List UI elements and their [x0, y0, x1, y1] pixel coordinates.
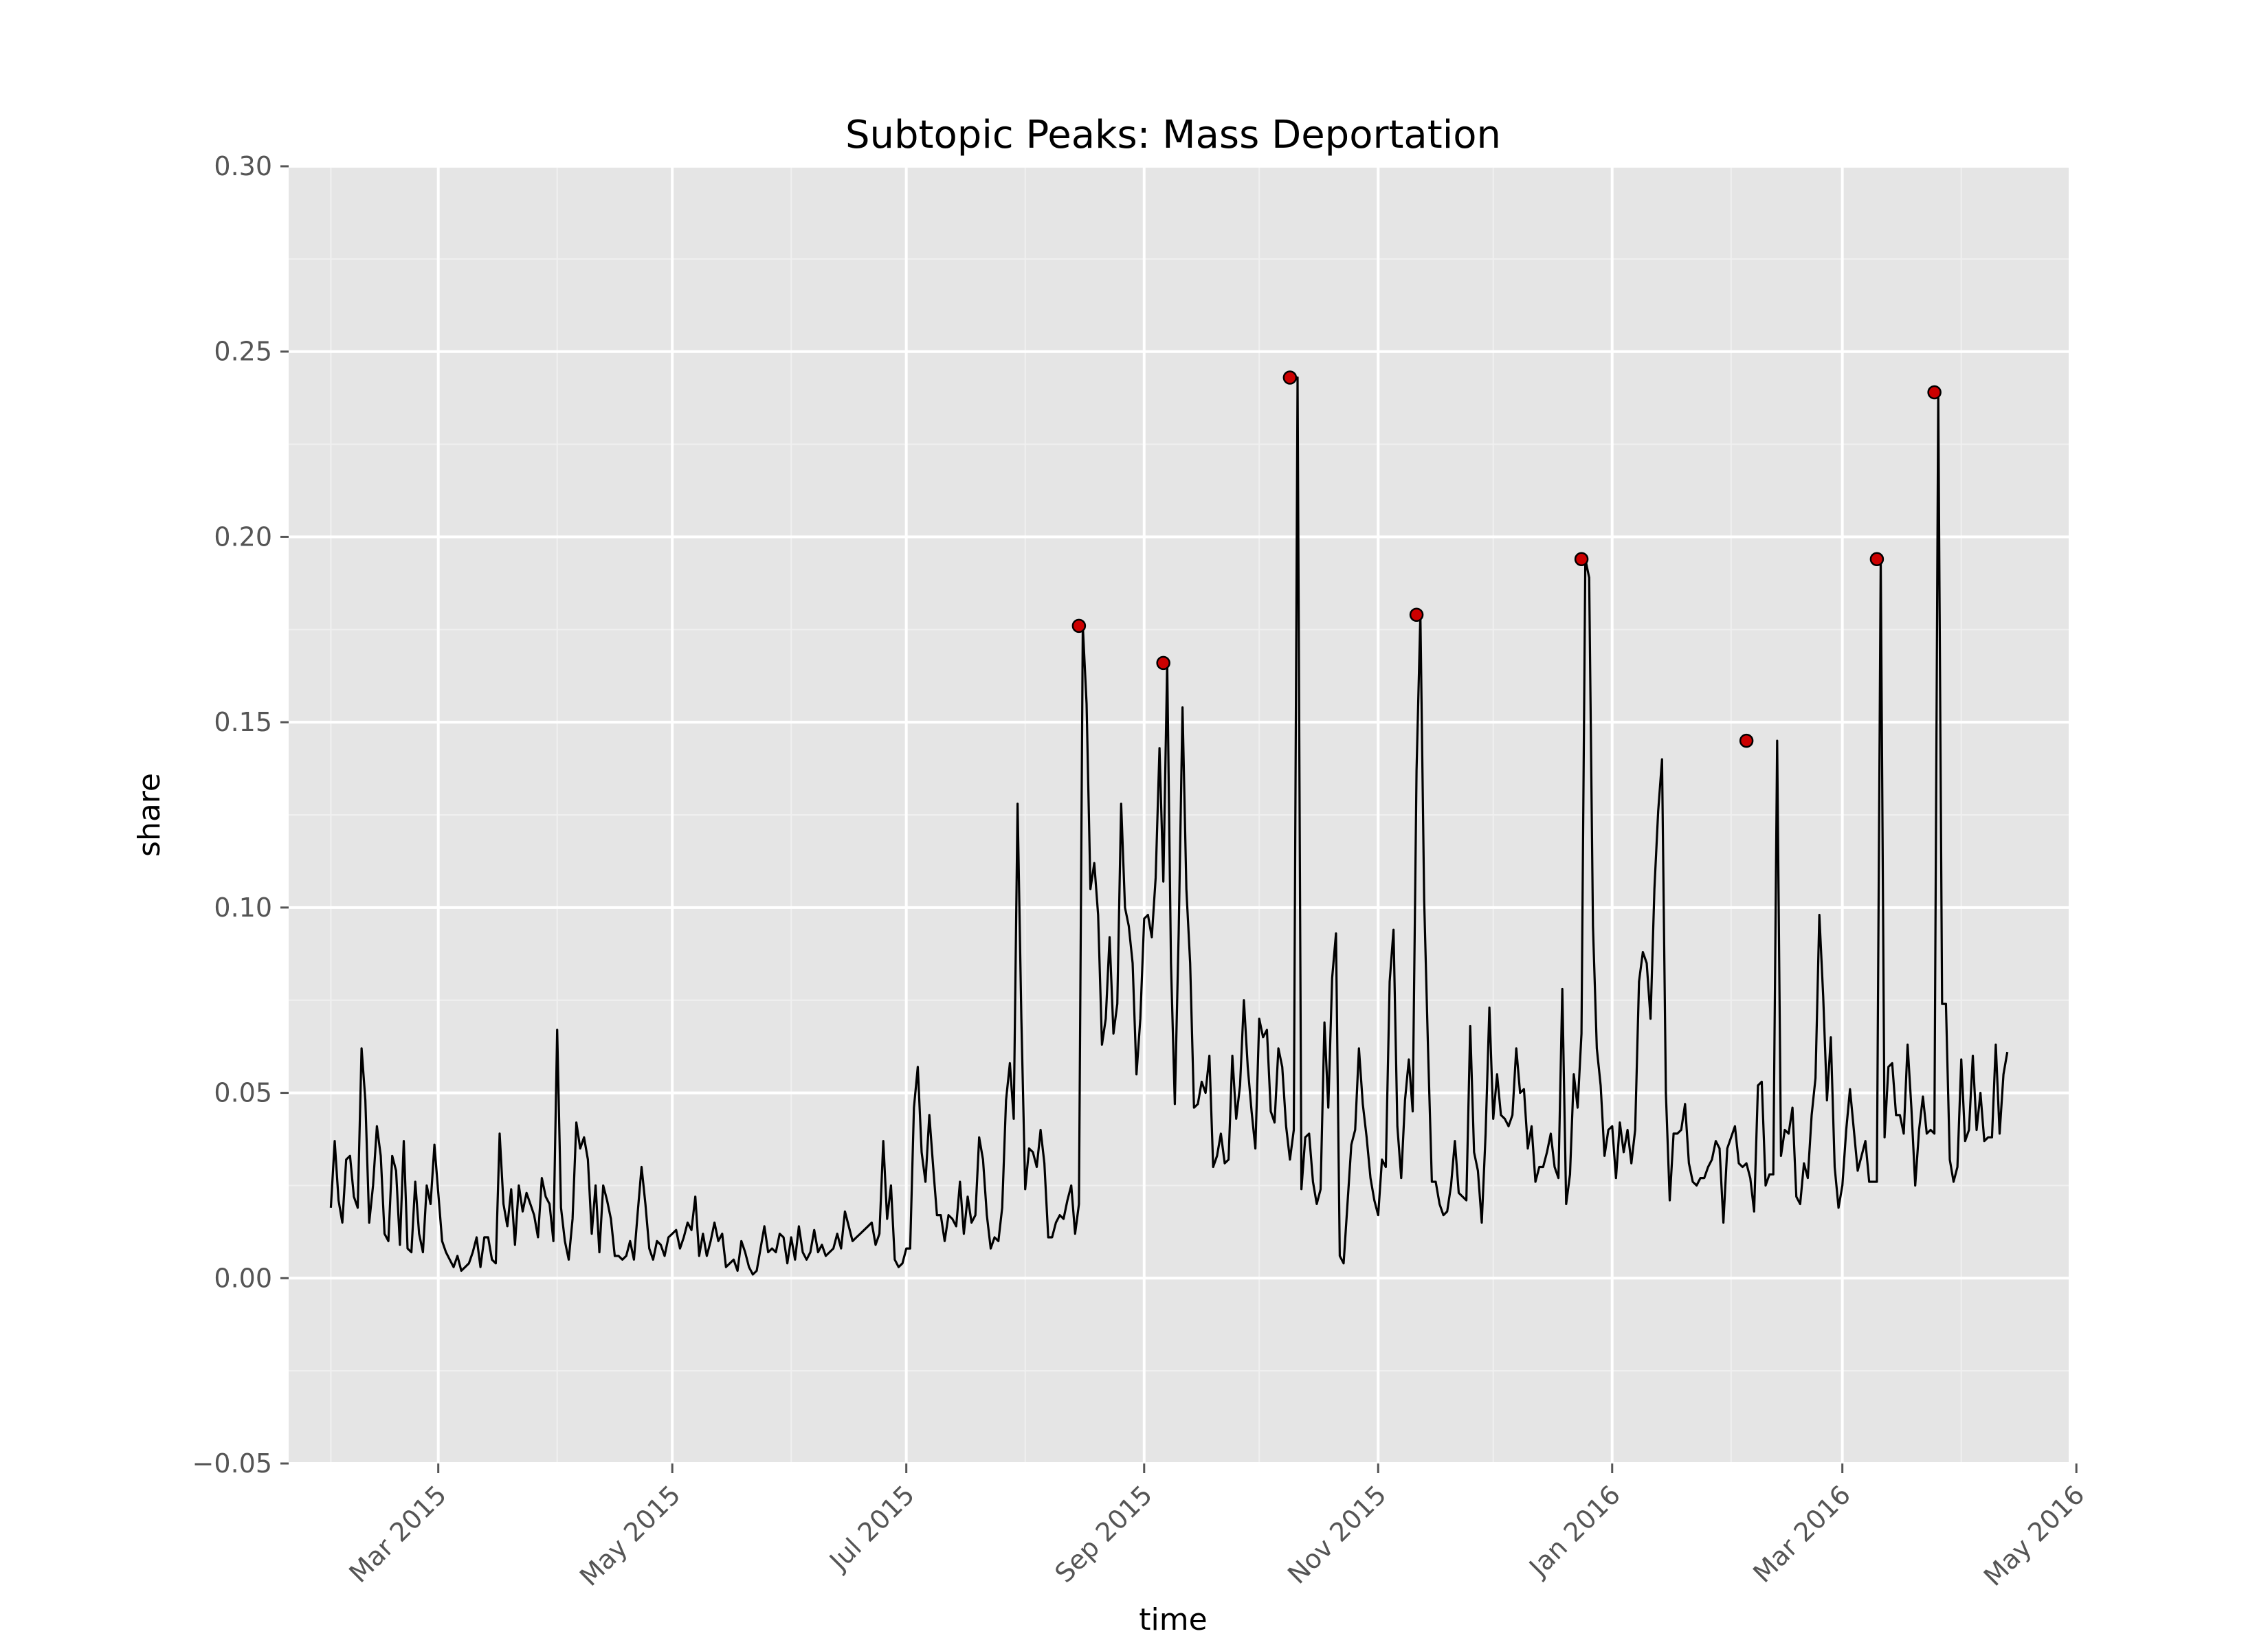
y-tick-label: 0.25 — [214, 337, 272, 367]
x-tick-label: May 2016 — [1978, 1479, 2091, 1592]
x-tick-label: Nov 2015 — [1282, 1479, 1392, 1589]
x-tick-label: May 2015 — [574, 1479, 687, 1592]
peak-point — [1869, 552, 1885, 567]
peak-point — [1409, 607, 1424, 622]
grid-lines — [289, 165, 2078, 1465]
chart-title: Subtopic Peaks: Mass Deportation — [845, 113, 1501, 157]
x-axis-label: time — [1139, 1602, 1207, 1637]
x-tick-label: Jul 2015 — [823, 1479, 920, 1577]
peak-markers — [1071, 370, 1942, 748]
x-tick-label: Sep 2015 — [1049, 1479, 1158, 1589]
y-tick-label: 0.30 — [214, 151, 272, 181]
peak-point — [1574, 552, 1589, 567]
x-tick-label: Mar 2015 — [343, 1479, 452, 1589]
y-tick-label: 0.05 — [214, 1078, 272, 1108]
y-axis-label: share — [132, 773, 167, 857]
peak-point — [1282, 370, 1298, 385]
peak-point — [1071, 618, 1087, 633]
y-tick-label: 0.15 — [214, 707, 272, 737]
peak-point — [1927, 385, 1942, 400]
y-tick-label: 0.10 — [214, 893, 272, 923]
y-tick-label: 0.00 — [214, 1263, 272, 1293]
x-tick-label: Jan 2016 — [1522, 1479, 1626, 1583]
y-tick-label: −0.05 — [192, 1448, 272, 1479]
series-layer — [329, 376, 2009, 1276]
x-tick-label: Mar 2016 — [1747, 1479, 1856, 1589]
peak-point — [1156, 655, 1170, 671]
peak-point — [1739, 733, 1754, 748]
y-tick-label: 0.20 — [214, 521, 272, 552]
series-line — [329, 376, 2009, 1276]
